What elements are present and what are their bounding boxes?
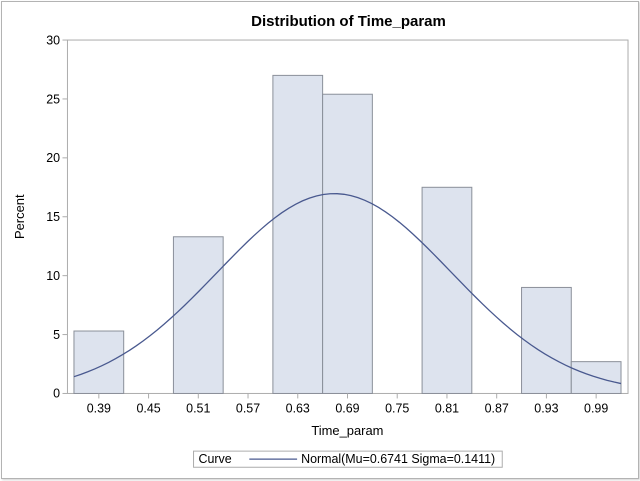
svg-text:Percent: Percent (12, 194, 27, 239)
svg-text:10: 10 (46, 269, 60, 283)
svg-text:0.39: 0.39 (87, 401, 111, 415)
svg-text:0.93: 0.93 (534, 401, 558, 415)
svg-text:Curve: Curve (199, 452, 232, 466)
svg-text:0.63: 0.63 (286, 401, 310, 415)
svg-text:20: 20 (46, 151, 60, 165)
svg-text:0: 0 (53, 387, 60, 401)
svg-text:Normal(Mu=0.6741 Sigma=0.1411): Normal(Mu=0.6741 Sigma=0.1411) (301, 452, 495, 466)
svg-text:0.69: 0.69 (335, 401, 359, 415)
svg-text:5: 5 (53, 328, 60, 342)
svg-text:0.99: 0.99 (584, 401, 608, 415)
svg-text:0.87: 0.87 (485, 401, 509, 415)
svg-text:0.51: 0.51 (186, 401, 210, 415)
svg-text:Time_param: Time_param (311, 423, 383, 438)
svg-text:15: 15 (46, 210, 60, 224)
svg-text:0.81: 0.81 (435, 401, 459, 415)
svg-text:25: 25 (46, 92, 60, 106)
svg-text:0.75: 0.75 (385, 401, 409, 415)
svg-text:0.45: 0.45 (136, 401, 160, 415)
svg-text:0.57: 0.57 (236, 401, 260, 415)
svg-text:30: 30 (46, 33, 60, 47)
